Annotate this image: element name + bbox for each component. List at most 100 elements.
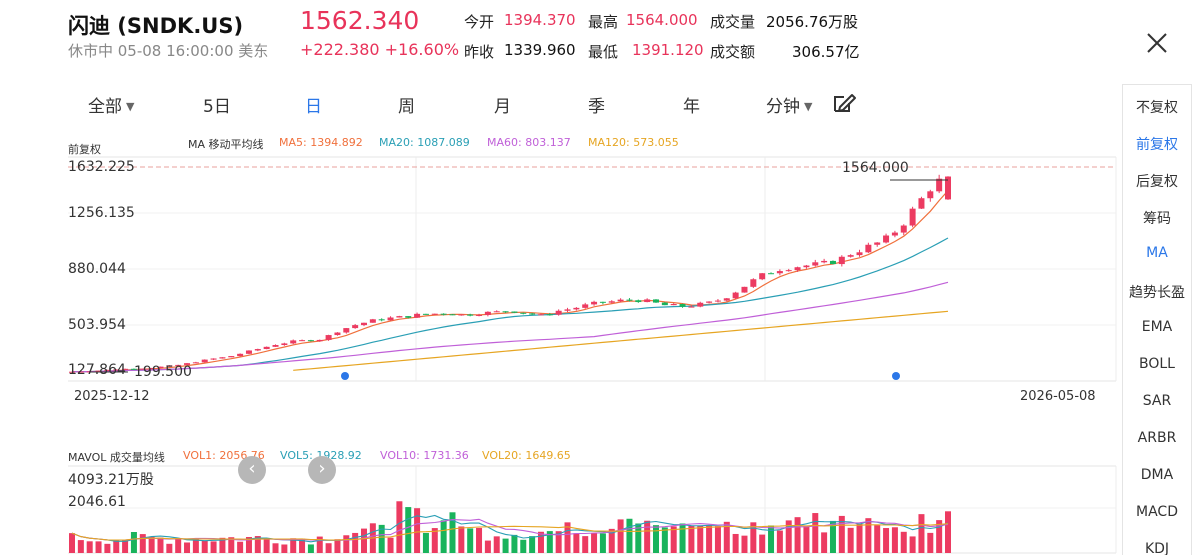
volume-bar bbox=[812, 513, 819, 553]
candle-body bbox=[750, 279, 757, 287]
volume-bar bbox=[157, 537, 164, 553]
candle-body bbox=[299, 340, 306, 342]
volume-bar bbox=[352, 532, 359, 553]
candle-body bbox=[829, 260, 836, 265]
volume-bar bbox=[511, 534, 518, 553]
volume-bar bbox=[414, 508, 421, 553]
volume-bar bbox=[803, 525, 810, 553]
volume-bar bbox=[95, 541, 102, 553]
candle-body bbox=[449, 314, 456, 316]
candle-body bbox=[175, 364, 182, 366]
volume-bar bbox=[529, 536, 536, 553]
low-marker-label: 199.500 bbox=[134, 364, 192, 380]
tab-all[interactable]: 全部 ▼ bbox=[88, 97, 135, 117]
volume-bars bbox=[69, 501, 951, 553]
volume-bar bbox=[829, 520, 836, 553]
market-status: 休市中 05-08 16:00:00 美东 bbox=[68, 42, 269, 60]
volume-bar bbox=[361, 528, 367, 553]
candle-body bbox=[564, 309, 571, 311]
chevron-left-icon[interactable]: ‹ bbox=[238, 456, 266, 484]
ma20-legend: MA20: 1087.089 bbox=[379, 136, 470, 149]
candle-body bbox=[546, 314, 553, 316]
close-icon[interactable] bbox=[1142, 28, 1172, 58]
side-item-macd[interactable]: MACD bbox=[1136, 504, 1178, 520]
side-item-chips[interactable]: 筹码 bbox=[1143, 211, 1171, 227]
candle-body bbox=[511, 311, 518, 313]
candle-body bbox=[582, 304, 589, 308]
candle-body bbox=[157, 366, 164, 369]
ma5-line bbox=[72, 190, 949, 373]
vol5-line bbox=[71, 514, 949, 543]
side-item-sar[interactable]: SAR bbox=[1142, 393, 1172, 409]
volume-bar bbox=[210, 541, 217, 553]
volume-bar bbox=[591, 533, 598, 553]
volume-bar bbox=[387, 537, 394, 553]
tab-minute[interactable]: 分钟 ▼ bbox=[766, 97, 813, 117]
tab-year[interactable]: 年 bbox=[683, 97, 700, 117]
candle-body bbox=[316, 339, 323, 342]
side-item-backward-adjust[interactable]: 后复权 bbox=[1136, 174, 1178, 190]
volume-ma-lines bbox=[71, 514, 949, 543]
side-item-boll[interactable]: BOLL bbox=[1139, 356, 1175, 372]
draw-tool-icon[interactable] bbox=[830, 89, 858, 117]
side-item-ema[interactable]: EMA bbox=[1141, 319, 1173, 335]
volume-bar bbox=[759, 534, 766, 553]
candle-body bbox=[874, 242, 881, 245]
tab-week[interactable]: 周 bbox=[398, 97, 415, 117]
side-item-arbr[interactable]: ARBR bbox=[1137, 430, 1177, 446]
volume-bar bbox=[741, 535, 748, 553]
quote-turnover-label: 成交额 bbox=[710, 43, 756, 61]
volume-bar bbox=[865, 518, 872, 553]
tab-month[interactable]: 月 bbox=[494, 97, 511, 117]
chevron-right-icon[interactable]: › bbox=[308, 456, 336, 484]
quote-volume-value: 2056.76万股 bbox=[766, 13, 859, 31]
x-end-date: 2026-05-08 bbox=[1020, 389, 1096, 404]
side-item-ma[interactable]: MA bbox=[1146, 245, 1168, 261]
volume-bar bbox=[148, 536, 155, 553]
candle-body bbox=[502, 311, 509, 313]
volume-bar bbox=[714, 526, 721, 553]
side-item-kdj[interactable]: KDJ bbox=[1144, 541, 1170, 555]
candle-body bbox=[918, 198, 925, 209]
volume-bar bbox=[139, 534, 146, 553]
side-item-forward-adjust[interactable]: 前复权 bbox=[1136, 137, 1178, 153]
candle-body bbox=[529, 313, 536, 315]
candle-body bbox=[476, 314, 483, 316]
event-dot[interactable] bbox=[341, 372, 349, 380]
candle-body bbox=[245, 350, 252, 354]
candle-body bbox=[626, 299, 633, 301]
side-item-dma[interactable]: DMA bbox=[1140, 467, 1174, 483]
high-marker-label: 1564.000 bbox=[842, 160, 909, 176]
candle-body bbox=[653, 299, 659, 303]
volume-bar bbox=[653, 525, 659, 553]
candle-body bbox=[219, 357, 226, 359]
candle-body bbox=[520, 312, 527, 314]
volume-bar bbox=[945, 511, 951, 553]
volume-bar bbox=[785, 520, 792, 553]
tab-quarter[interactable]: 季 bbox=[588, 97, 605, 117]
candle-body bbox=[77, 371, 84, 373]
volume-bar bbox=[493, 536, 500, 553]
candle-body bbox=[307, 340, 314, 342]
volume-bar bbox=[883, 528, 890, 553]
tab-day[interactable]: 日 bbox=[305, 97, 322, 117]
candle-body bbox=[865, 244, 872, 253]
candle-body bbox=[688, 306, 695, 308]
volume-bar bbox=[245, 536, 252, 553]
volume-bar bbox=[661, 527, 668, 553]
side-item-trend[interactable]: 趋势长盈 bbox=[1129, 285, 1185, 301]
tab-5day[interactable]: 5日 bbox=[203, 97, 231, 117]
candle-body bbox=[458, 314, 465, 316]
quote-high-value: 1564.000 bbox=[626, 11, 698, 29]
quote-volume-label: 成交量 bbox=[710, 13, 756, 31]
side-item-no-adjust[interactable]: 不复权 bbox=[1136, 100, 1178, 116]
quote-open-label: 今开 bbox=[464, 13, 495, 31]
quote-low-label: 最低 bbox=[588, 43, 619, 61]
event-dot[interactable] bbox=[892, 372, 900, 380]
candle-body bbox=[210, 358, 217, 360]
volume-bar bbox=[909, 536, 916, 553]
volume-bar bbox=[130, 531, 137, 553]
volume-bar bbox=[732, 533, 739, 553]
candle-body bbox=[184, 363, 191, 365]
volume-bar bbox=[104, 543, 111, 553]
